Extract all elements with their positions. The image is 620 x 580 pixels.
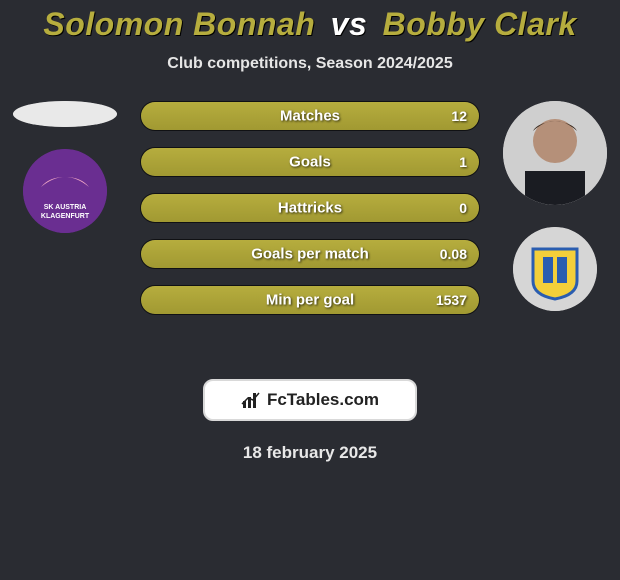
player2-club-badge [513,227,597,311]
stat-label: Goals [289,154,331,171]
stat-bar: Matches 12 [140,101,480,131]
stat-bar: Min per goal 1537 [140,285,480,315]
stat-value-right: 12 [451,108,467,124]
bar-chart-icon [241,390,261,410]
stat-label: Hattricks [278,200,342,217]
comparison-infographic: Solomon Bonnah vs Bobby Clark Club compe… [0,0,620,580]
content-area: SK AUSTRIA KLAGENFURT [0,101,620,361]
player1-club-badge: SK AUSTRIA KLAGENFURT [23,149,107,233]
left-column: SK AUSTRIA KLAGENFURT [0,101,130,233]
player1-avatar [13,101,117,127]
club2-crest-icon [513,227,597,311]
brand-text: FcTables.com [267,390,379,410]
title-vs: vs [325,6,374,42]
stat-bar: Goals 1 [140,147,480,177]
stat-label: Matches [280,108,340,125]
page-title: Solomon Bonnah vs Bobby Clark [0,6,620,43]
stat-bars: Matches 12 Goals 1 Hattricks 0 Goals per match… [140,101,480,315]
stat-value-right: 1537 [436,292,467,308]
brand-badge: FcTables.com [203,379,417,421]
svg-text:SK AUSTRIA: SK AUSTRIA [44,204,87,211]
person-icon [503,101,607,205]
stat-value-right: 1 [459,154,467,170]
stat-label: Goals per match [251,246,369,263]
stat-label: Min per goal [266,292,354,309]
club1-crest-icon: SK AUSTRIA KLAGENFURT [23,149,107,233]
player2-avatar [503,101,607,205]
title-player1: Solomon Bonnah [43,6,315,42]
stat-bar: Goals per match 0.08 [140,239,480,269]
stat-value-right: 0.08 [440,246,467,262]
date-text: 18 february 2025 [0,443,620,463]
title-player2: Bobby Clark [383,6,577,42]
right-column [490,101,620,311]
ellipse-icon [13,101,117,127]
subtitle: Club competitions, Season 2024/2025 [0,55,620,73]
stat-value-right: 0 [459,200,467,216]
stat-bar: Hattricks 0 [140,193,480,223]
svg-text:KLAGENFURT: KLAGENFURT [41,213,90,220]
